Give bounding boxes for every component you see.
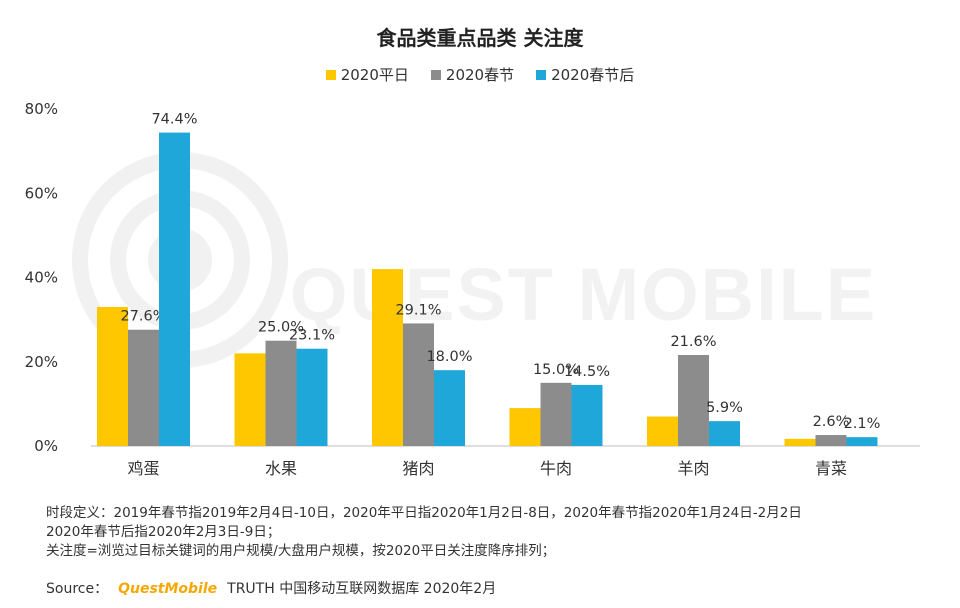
data-label: 14.5% — [564, 364, 610, 380]
source-text: TRUTH 中国移动互联网数据库 2020年2月 — [227, 581, 497, 597]
x-tick-label: 水果 — [265, 459, 297, 478]
legend-item-after-festival: 2020春节后 — [536, 64, 634, 85]
bar — [647, 416, 678, 446]
data-label: 5.9% — [706, 400, 743, 416]
source-line: Source： QuestMobile TRUTH 中国移动互联网数据库 202… — [46, 578, 496, 598]
x-tick-label: 青菜 — [815, 459, 847, 478]
footnote-line-2: 2020年春节后指2020年2月3日-9日； — [46, 524, 281, 540]
bar — [372, 269, 403, 446]
bar — [709, 421, 740, 446]
bar — [509, 408, 541, 446]
bar — [784, 438, 816, 446]
bar — [97, 306, 128, 446]
legend-swatch-weekday — [325, 69, 336, 80]
bar — [571, 384, 603, 446]
data-label: 23.1% — [289, 328, 335, 344]
brand-logo-text: QuestMobile — [118, 581, 218, 597]
bar — [234, 353, 266, 446]
data-label: 27.6% — [120, 309, 166, 325]
bar — [540, 382, 572, 446]
bar — [678, 355, 709, 446]
legend: 2020平日 2020春节 2020春节后 — [0, 64, 960, 85]
y-tick-label: 60% — [25, 184, 58, 202]
footnote-line-1: 时段定义：2019年春节指2019年2月4日-10日，2020年平日指2020年… — [46, 505, 802, 521]
source-label: Source： — [46, 581, 109, 597]
bar — [403, 323, 434, 446]
data-label: 25.0% — [258, 320, 304, 336]
legend-item-weekday: 2020平日 — [325, 64, 409, 85]
legend-item-spring-festival: 2020春节 — [430, 64, 515, 85]
x-tick-label: 牛肉 — [540, 459, 572, 478]
legend-swatch-spring-festival — [430, 69, 441, 80]
x-tick-label: 鸡蛋 — [127, 459, 159, 478]
data-label: 29.1% — [395, 302, 441, 318]
data-label: 74.4% — [151, 112, 197, 128]
legend-swatch-after-festival — [536, 69, 547, 80]
x-tick-label: 羊肉 — [677, 459, 709, 478]
data-label: 2.6% — [813, 414, 850, 430]
data-label: 15.0% — [533, 362, 579, 378]
chart-title: 食品类重点品类 关注度 — [376, 26, 584, 50]
bar — [296, 348, 328, 446]
legend-label-after-festival: 2020春节后 — [551, 66, 635, 84]
bar — [128, 329, 159, 446]
bar — [815, 435, 847, 446]
footnotes: 时段定义：2019年春节指2019年2月4日-10日，2020年平日指2020年… — [46, 504, 926, 561]
footnote-line-3: 关注度=浏览过目标关键词的用户规模/大盘用户规模，按2020平日关注度降序排列； — [46, 543, 556, 559]
data-label: 2.1% — [844, 416, 881, 432]
bar — [846, 437, 878, 446]
bar — [265, 340, 297, 446]
x-tick-label: 猪肉 — [402, 459, 434, 478]
y-tick-label: 0% — [34, 437, 58, 455]
y-tick-label: 80% — [25, 100, 58, 118]
legend-label-spring-festival: 2020春节 — [445, 66, 515, 84]
bar — [434, 370, 465, 446]
y-tick-label: 40% — [25, 269, 58, 287]
y-tick-label: 20% — [25, 353, 58, 371]
data-label: 18.0% — [426, 349, 472, 365]
data-label: 21.6% — [670, 334, 716, 350]
bar-chart: 0% 20% 40% 60% 80% 27.6% 74.4% 鸡蛋 25.0%23.1% 水果 29… — [25, 100, 920, 478]
bar — [159, 132, 190, 446]
legend-label-weekday: 2020平日 — [340, 66, 409, 84]
